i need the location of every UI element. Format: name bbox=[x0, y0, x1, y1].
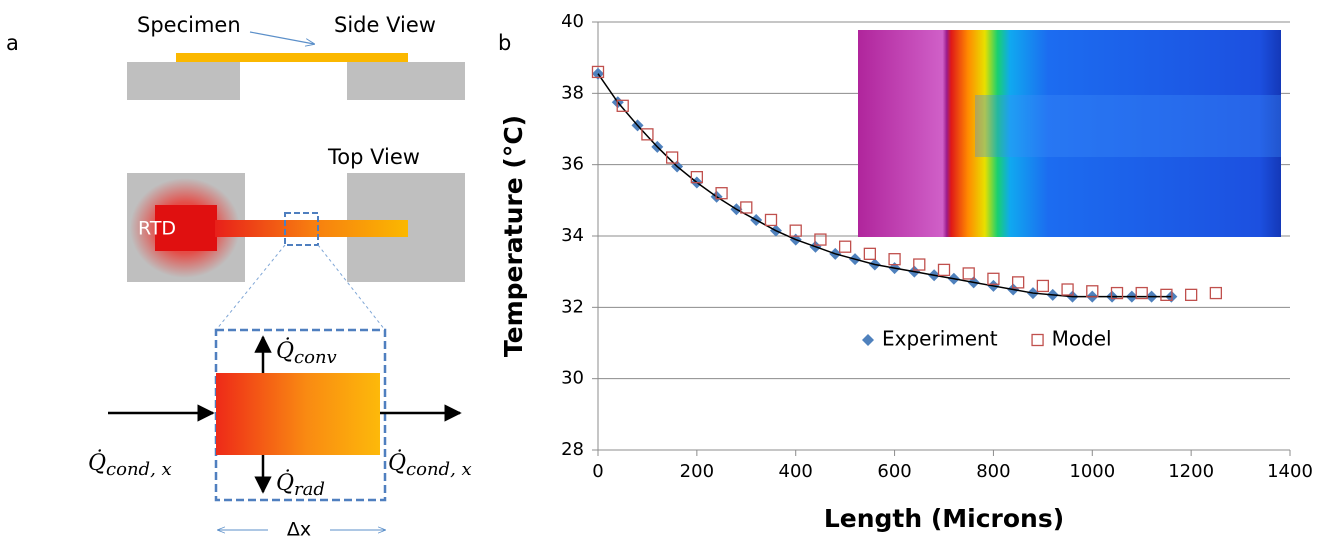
y-tick-label: 32 bbox=[561, 296, 584, 317]
x-tick-label: 1400 bbox=[1267, 461, 1313, 482]
q-cond-in: Q̇cond, x bbox=[88, 450, 172, 480]
y-tick-label: 28 bbox=[561, 439, 584, 460]
specimen-label: Specimen bbox=[137, 13, 241, 37]
support bbox=[347, 62, 465, 100]
data-point bbox=[641, 128, 654, 141]
y-tick-label: 36 bbox=[561, 154, 584, 175]
element bbox=[216, 373, 380, 455]
data-point bbox=[1011, 276, 1025, 289]
thermal-image bbox=[858, 30, 1281, 237]
y-axis-title: Temperature (°C) bbox=[499, 115, 528, 357]
data-point bbox=[1061, 283, 1074, 296]
zoom-line bbox=[317, 244, 386, 331]
data-point bbox=[1135, 286, 1148, 300]
legend-marker bbox=[1031, 333, 1044, 347]
data-point bbox=[764, 213, 778, 227]
legend-label: Experiment bbox=[882, 327, 998, 351]
x-tick-label: 200 bbox=[680, 461, 714, 482]
data-point bbox=[1160, 288, 1173, 302]
top-view-label: Top View bbox=[327, 145, 420, 169]
q-cond-out: Q̇cond, x bbox=[388, 450, 472, 480]
data-point bbox=[1110, 286, 1124, 300]
data-point bbox=[789, 224, 802, 237]
x-tick-label: 1200 bbox=[1168, 461, 1214, 482]
legend-item: Experiment bbox=[862, 327, 998, 351]
data-point bbox=[1209, 286, 1223, 300]
y-tick-label: 30 bbox=[561, 368, 584, 389]
data-point bbox=[740, 201, 753, 214]
data-point bbox=[690, 170, 704, 184]
data-point bbox=[591, 65, 605, 79]
data-point bbox=[888, 253, 901, 266]
pointer bbox=[249, 31, 314, 44]
y-tick-label: 38 bbox=[561, 82, 584, 103]
legend-label: Model bbox=[1052, 327, 1112, 351]
zoom-box bbox=[284, 212, 319, 246]
specimen bbox=[176, 53, 408, 62]
x-tick-label: 800 bbox=[976, 461, 1010, 482]
data-point bbox=[987, 272, 1000, 285]
trend-line bbox=[597, 73, 1172, 298]
data-point bbox=[1184, 288, 1198, 302]
data-point bbox=[715, 187, 728, 200]
y-tick-label: 40 bbox=[561, 11, 584, 32]
data-point bbox=[838, 240, 852, 253]
data-point bbox=[1036, 279, 1050, 293]
dx-label: Δx bbox=[287, 519, 311, 541]
data-point bbox=[913, 258, 926, 271]
data-point bbox=[937, 263, 951, 277]
thermal-strip bbox=[975, 95, 1281, 157]
panel-a: a Specimen Side View Top View RTD Q̇conv… bbox=[6, 13, 472, 541]
x-tick-label: 0 bbox=[592, 461, 603, 482]
x-tick-label: 1000 bbox=[1069, 461, 1115, 482]
zoom-line bbox=[215, 244, 286, 331]
legend-item: Model bbox=[1031, 327, 1112, 351]
data-point bbox=[863, 247, 877, 260]
side-view-label: Side View bbox=[334, 13, 436, 37]
panel-label: b bbox=[498, 31, 511, 55]
data-point bbox=[1086, 285, 1099, 298]
data-point bbox=[665, 151, 679, 164]
legend-marker bbox=[862, 334, 874, 346]
support bbox=[127, 62, 240, 100]
panel-label: a bbox=[6, 31, 19, 55]
data-point bbox=[962, 267, 975, 280]
x-tick-label: 400 bbox=[779, 461, 813, 482]
rtd-label: RTD bbox=[138, 218, 176, 240]
q-conv: Q̇conv bbox=[276, 338, 337, 368]
data-point bbox=[814, 233, 827, 246]
rtd bbox=[155, 205, 217, 251]
specimen bbox=[215, 220, 408, 237]
x-tick-label: 600 bbox=[877, 461, 911, 482]
y-tick-label: 34 bbox=[561, 225, 584, 246]
x-axis-title: Length (Microns) bbox=[824, 504, 1064, 533]
data-point bbox=[616, 99, 629, 112]
q-rad: Q̇rad bbox=[276, 470, 325, 500]
